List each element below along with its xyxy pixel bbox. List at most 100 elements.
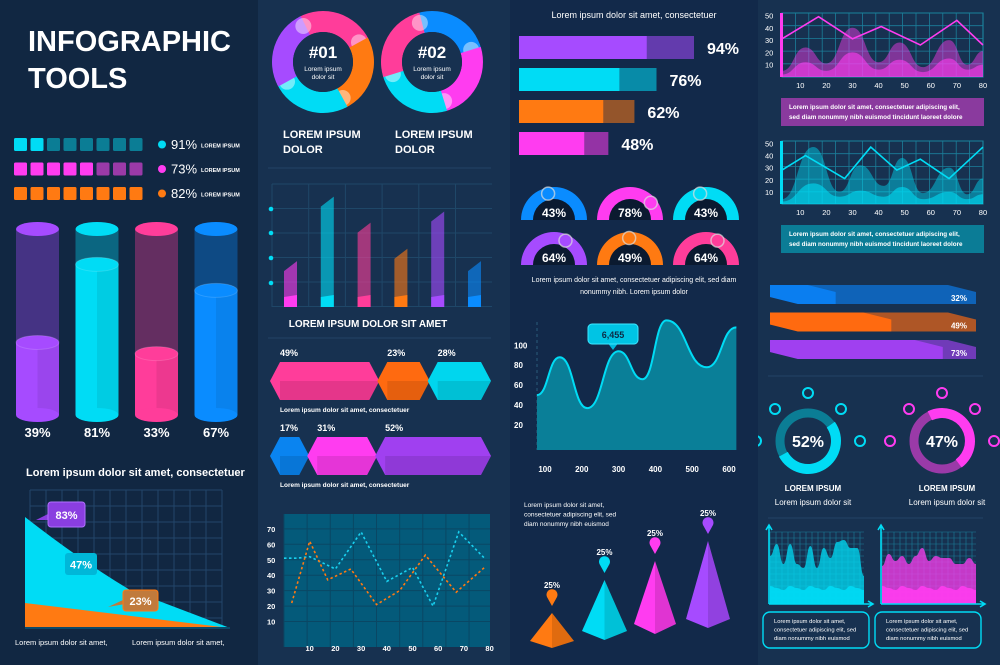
- meter-dot-icon: [158, 165, 166, 173]
- hex-bar-segment: [375, 437, 491, 475]
- ring-orbit-icon: [969, 403, 981, 415]
- gauge-label: 43%: [542, 206, 566, 220]
- caption-text: sed diam nonummy nibh euismod tincidunt …: [789, 241, 963, 248]
- meter-square: [113, 162, 126, 176]
- triangle-area-cyan: [25, 517, 230, 628]
- 3d-bar-fill: [770, 285, 836, 304]
- pyramid-face-left: [582, 580, 605, 640]
- gauge-label: 64%: [694, 251, 718, 265]
- vertical-bar-base: [357, 295, 371, 307]
- y-tick-label: 50: [765, 139, 773, 148]
- ring-sub: Lorem ipsum dolor sit: [909, 498, 986, 507]
- ring-orbit-icon: [936, 387, 948, 399]
- callout-label: 47%: [70, 560, 92, 572]
- x-tick-label: 20: [822, 81, 830, 90]
- mini-area-inner: [770, 586, 864, 604]
- y-axis-bar: [780, 13, 783, 77]
- hex-bar-label: 17%: [280, 423, 298, 433]
- pyramid-face-right: [552, 613, 574, 648]
- cylinder-bottom: [16, 408, 59, 422]
- ring-orbit-icon: [854, 435, 866, 447]
- center-right-graphics: Lorem ipsum dolor sit amet, consectetuer…: [514, 10, 739, 648]
- hex-bar-shade: [280, 456, 310, 475]
- donut-sub-2: dolor sit: [312, 74, 335, 81]
- y-tick-label: 60: [267, 540, 275, 549]
- x-tick-label: 70: [460, 644, 468, 653]
- vertical-bar: [431, 211, 445, 307]
- pyramid-face-left: [686, 541, 708, 628]
- horizontal-bar-label: 48%: [621, 137, 653, 154]
- caption-box: [762, 611, 870, 649]
- pyramid-label: 25%: [647, 529, 663, 538]
- dotted-series-1: [290, 538, 485, 606]
- gauge-knob: [692, 186, 708, 201]
- x-tick-label: 60: [927, 81, 935, 90]
- wave-area-fill: [537, 320, 737, 450]
- x-tick-label: 50: [408, 644, 416, 653]
- x-tick-label: 30: [848, 81, 856, 90]
- vertical-bar-base: [394, 295, 408, 307]
- column-left: INFOGRAPHIC TOOLS 91% LOREM IPSUM 73% LOREM…: [0, 0, 258, 665]
- wave-area-line: [536, 319, 737, 410]
- meter-square: [129, 138, 143, 151]
- y-tick-label: 40: [765, 152, 773, 161]
- meter-label: LOREM IPSUM: [201, 144, 240, 150]
- y-tick-label: 10: [267, 618, 275, 627]
- y-tick-label: 50: [765, 11, 773, 20]
- vertical-bars-title: LOREM IPSUM DOLOR SIT AMET: [289, 319, 448, 330]
- ring-title: LOREM IPSUM: [919, 484, 976, 493]
- meter-square: [30, 138, 44, 151]
- triangle-area-orange: [25, 603, 230, 628]
- y-tick-label: 30: [765, 164, 773, 173]
- ring-orbit-icon: [835, 403, 847, 415]
- callout-box: [47, 501, 86, 528]
- tooltip-value: 6,455: [602, 330, 625, 340]
- meter-square: [113, 187, 126, 200]
- donut-segment: [272, 16, 310, 87]
- meter-square: [14, 162, 27, 176]
- meter-square: [30, 162, 44, 176]
- 3d-bar-fill: [770, 312, 892, 332]
- cylinder-label: 33%: [143, 425, 169, 440]
- gauge-label: 43%: [694, 206, 718, 220]
- gauge-inner: [609, 244, 651, 265]
- axis-arrows-icon: [765, 523, 875, 608]
- cylinder-shade: [156, 353, 178, 415]
- meter-square: [129, 162, 143, 176]
- meter-square: [47, 162, 60, 176]
- column-center-left: #01 Lorem ipsum dolor sit LOREM IPSUM DOLOR #…: [258, 0, 510, 665]
- pyramid-shade: [655, 561, 676, 634]
- x-tick-label: 40: [874, 81, 882, 90]
- right-graphics: 10 20 30 40 50 10 20 30 40 50 60 70 80 Lorem ipsum do…: [758, 11, 1000, 649]
- axis-dot-icon: [268, 280, 274, 286]
- pyramid-caption: diam nonummy nibh euismod: [524, 521, 609, 528]
- x-tick-label: 20: [822, 208, 830, 217]
- y-tick-label: 60: [514, 381, 523, 390]
- y-tick-label: 40: [514, 401, 523, 410]
- pyramid-shade: [552, 613, 574, 648]
- cylinder-top: [135, 222, 178, 236]
- title-line2: TOOLS: [28, 63, 128, 95]
- caption-text: consectetuer adipiscing elit, sed: [886, 628, 968, 634]
- vertical-bar: [357, 222, 371, 307]
- meter-square: [96, 138, 110, 151]
- y-tick-label: 50: [267, 556, 275, 565]
- vertical-bar-base: [320, 295, 334, 307]
- tooltip-box: [587, 323, 639, 345]
- column-right: 10 20 30 40 50 10 20 30 40 50 60 70 80 Lorem ipsum do…: [758, 0, 1000, 665]
- donut-number: #01: [309, 43, 337, 62]
- gauge-inner: [533, 199, 575, 220]
- vertical-bar-base: [284, 295, 297, 307]
- area-inner: [782, 183, 983, 204]
- hex-bar-label: 52%: [385, 423, 403, 433]
- hex-bar-shade: [387, 381, 430, 400]
- caption-text: Lorem ipsum dolor sit amet,: [886, 619, 958, 625]
- cylinder-label: 81%: [84, 425, 110, 440]
- cylinder-fill: [16, 342, 59, 415]
- gauge-arc: [673, 187, 739, 220]
- callout-box: [122, 589, 159, 612]
- axis-dot-icon: [268, 230, 274, 236]
- hex-bar-segment: [377, 362, 430, 400]
